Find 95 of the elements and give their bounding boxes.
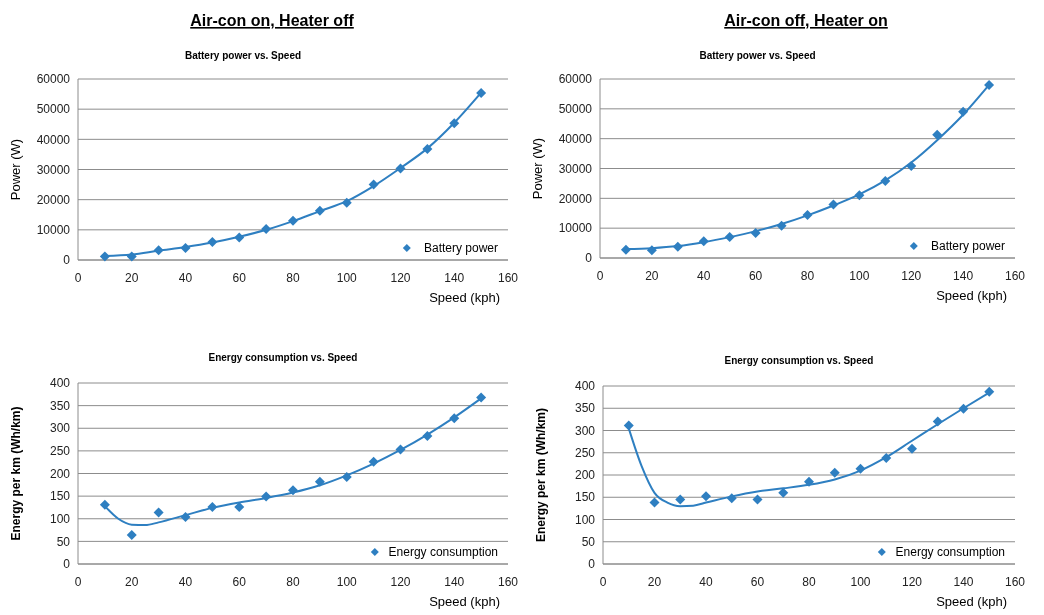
legend-label: Battery power	[930, 239, 1005, 254]
y-axis-title: Energy per km (Wh/km)	[534, 407, 548, 543]
chart-subtitle: Battery power vs. Speed	[184, 50, 302, 61]
y-tick-label: 60000	[558, 72, 593, 87]
y-tick-label: 400	[574, 379, 596, 394]
legend-label: Energy consumption	[895, 545, 1005, 560]
x-tick-label: 160	[1004, 269, 1026, 283]
x-tick-label: 140	[444, 575, 465, 589]
x-tick-label: 160	[497, 575, 519, 589]
point	[623, 420, 634, 431]
x-tick-label: 80	[802, 575, 816, 589]
y-tick-label: 300	[574, 423, 596, 438]
x-tick-label: 80	[800, 269, 815, 283]
y-tick-label: 30000	[558, 161, 593, 176]
y-tick-label: 50000	[558, 102, 593, 117]
legend-label: Energy consumption	[388, 545, 498, 560]
y-tick-label: 0	[63, 253, 71, 268]
x-tick-label: 40	[699, 575, 713, 589]
point	[752, 494, 763, 505]
x-tick-label: 80	[286, 575, 300, 589]
y-tick-label: 50	[56, 534, 71, 549]
x-tick-label: 60	[750, 575, 765, 589]
x-tick-label: 120	[390, 575, 411, 589]
y-tick-label: 150	[49, 489, 71, 504]
x-axis-title: Speed (kph)	[429, 594, 500, 609]
x-tick-label: 20	[647, 575, 662, 589]
y-tick-label: 300	[49, 421, 71, 436]
x-tick-label: 80	[286, 271, 300, 285]
chart-subtitle: Battery power vs. Speed	[699, 50, 816, 61]
y-axis-title: Energy per km (Wh/km)	[9, 406, 23, 541]
point	[675, 494, 686, 505]
point	[126, 530, 137, 541]
x-axis-title: Speed (kph)	[936, 288, 1007, 303]
x-tick-label: 100	[336, 575, 358, 589]
y-tick-label: 400	[49, 376, 71, 391]
y-tick-label: 40000	[36, 132, 71, 147]
chart-title: Air-con on, Heater off	[190, 12, 355, 29]
x-tick-label: 160	[497, 271, 519, 285]
x-tick-label: 60	[748, 269, 763, 283]
y-tick-label: 10000	[558, 221, 593, 236]
y-tick-label: 30000	[36, 162, 71, 177]
x-tick-label: 20	[125, 271, 139, 285]
x-tick-label: 0	[74, 575, 82, 589]
x-tick-label: 60	[232, 271, 247, 285]
x-axis-title: Speed (kph)	[936, 594, 1007, 609]
y-axis-title: Power (W)	[8, 138, 23, 201]
x-tick-label: 0	[599, 575, 607, 589]
x-tick-label: 0	[74, 271, 82, 285]
y-tick-label: 200	[574, 468, 596, 483]
x-tick-label: 140	[444, 271, 465, 285]
x-tick-label: 140	[953, 575, 974, 589]
y-tick-label: 50000	[36, 102, 71, 117]
point	[932, 129, 943, 140]
point	[701, 491, 711, 502]
y-tick-label: 0	[63, 557, 71, 572]
x-tick-label: 100	[849, 269, 870, 283]
legend-label: Battery power	[423, 241, 498, 256]
point	[907, 443, 917, 454]
x-tick-label: 100	[850, 575, 871, 589]
y-tick-label: 20000	[558, 191, 593, 206]
y-tick-label: 40000	[558, 131, 593, 146]
y-tick-label: 50	[581, 534, 596, 549]
y-tick-label: 200	[49, 466, 71, 481]
chart-title: Energy consumption vs. Speed	[208, 352, 358, 363]
y-tick-label: 0	[585, 251, 593, 266]
x-tick-label: 120	[901, 269, 922, 283]
y-tick-label: 250	[49, 444, 71, 459]
x-tick-label: 100	[336, 271, 358, 285]
y-tick-label: 10000	[36, 223, 71, 238]
y-tick-label: 100	[574, 512, 596, 527]
y-axis-title: Power (W)	[530, 137, 545, 200]
x-axis-title: Speed (kph)	[429, 290, 500, 305]
chart-title: Energy consumption vs. Speed	[724, 355, 874, 366]
x-tick-label: 120	[390, 271, 411, 285]
point	[649, 497, 660, 508]
y-tick-label: 100	[49, 511, 71, 526]
x-tick-label: 20	[125, 575, 139, 589]
x-tick-label: 140	[953, 269, 974, 283]
y-tick-label: 250	[574, 445, 596, 460]
x-tick-label: 20	[645, 269, 659, 283]
y-tick-label: 350	[49, 398, 71, 413]
y-tick-label: 0	[588, 557, 596, 572]
point	[153, 507, 164, 518]
y-tick-label: 20000	[36, 192, 71, 207]
x-tick-label: 160	[1004, 575, 1026, 589]
y-tick-label: 350	[574, 401, 596, 416]
x-tick-label: 120	[901, 575, 923, 589]
chart-title: Air-con off, Heater on	[724, 12, 888, 29]
y-tick-label: 150	[574, 490, 596, 505]
x-tick-label: 40	[178, 271, 193, 285]
x-tick-label: 40	[178, 575, 193, 589]
x-tick-label: 40	[697, 269, 711, 283]
x-tick-label: 60	[232, 575, 247, 589]
y-tick-label: 60000	[36, 72, 71, 87]
point	[829, 467, 840, 478]
